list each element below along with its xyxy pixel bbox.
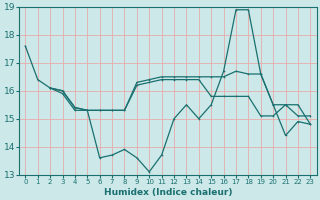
X-axis label: Humidex (Indice chaleur): Humidex (Indice chaleur)	[104, 188, 232, 197]
